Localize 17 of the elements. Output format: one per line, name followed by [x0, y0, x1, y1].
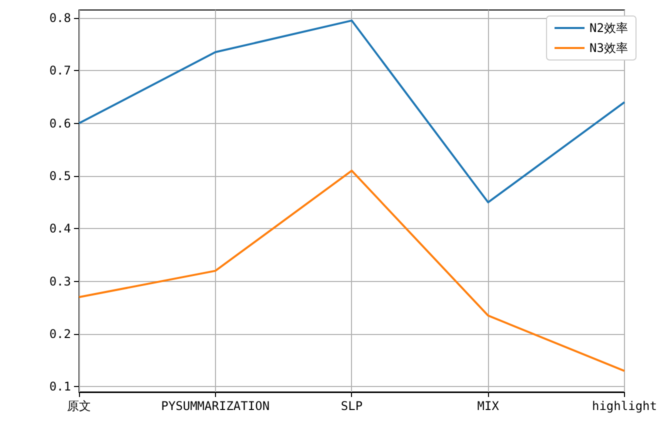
x-tick-label: MIX — [477, 399, 500, 413]
y-tick-label: 0.7 — [49, 64, 71, 78]
y-tick-label: 0.2 — [49, 327, 71, 342]
x-tick-label: highlight — [592, 399, 658, 413]
legend-label: N3效率 — [590, 41, 628, 55]
y-tick-label: 0.3 — [49, 274, 71, 288]
x-tick-label: PYSUMMARIZATION — [161, 399, 270, 413]
x-tick-label: SLP — [340, 399, 363, 413]
y-tick-label: 0.6 — [49, 116, 71, 130]
x-tick-label: 原文 — [67, 399, 91, 413]
y-tick-label: 0.8 — [49, 10, 71, 25]
line-series — [78, 20, 626, 204]
y-tick-label: 0.1 — [49, 380, 71, 394]
legend-label: N2效率 — [590, 21, 628, 35]
y-tick-label: 0.5 — [49, 168, 71, 183]
line-series — [78, 170, 626, 372]
y-tick-label: 0.4 — [49, 222, 71, 236]
